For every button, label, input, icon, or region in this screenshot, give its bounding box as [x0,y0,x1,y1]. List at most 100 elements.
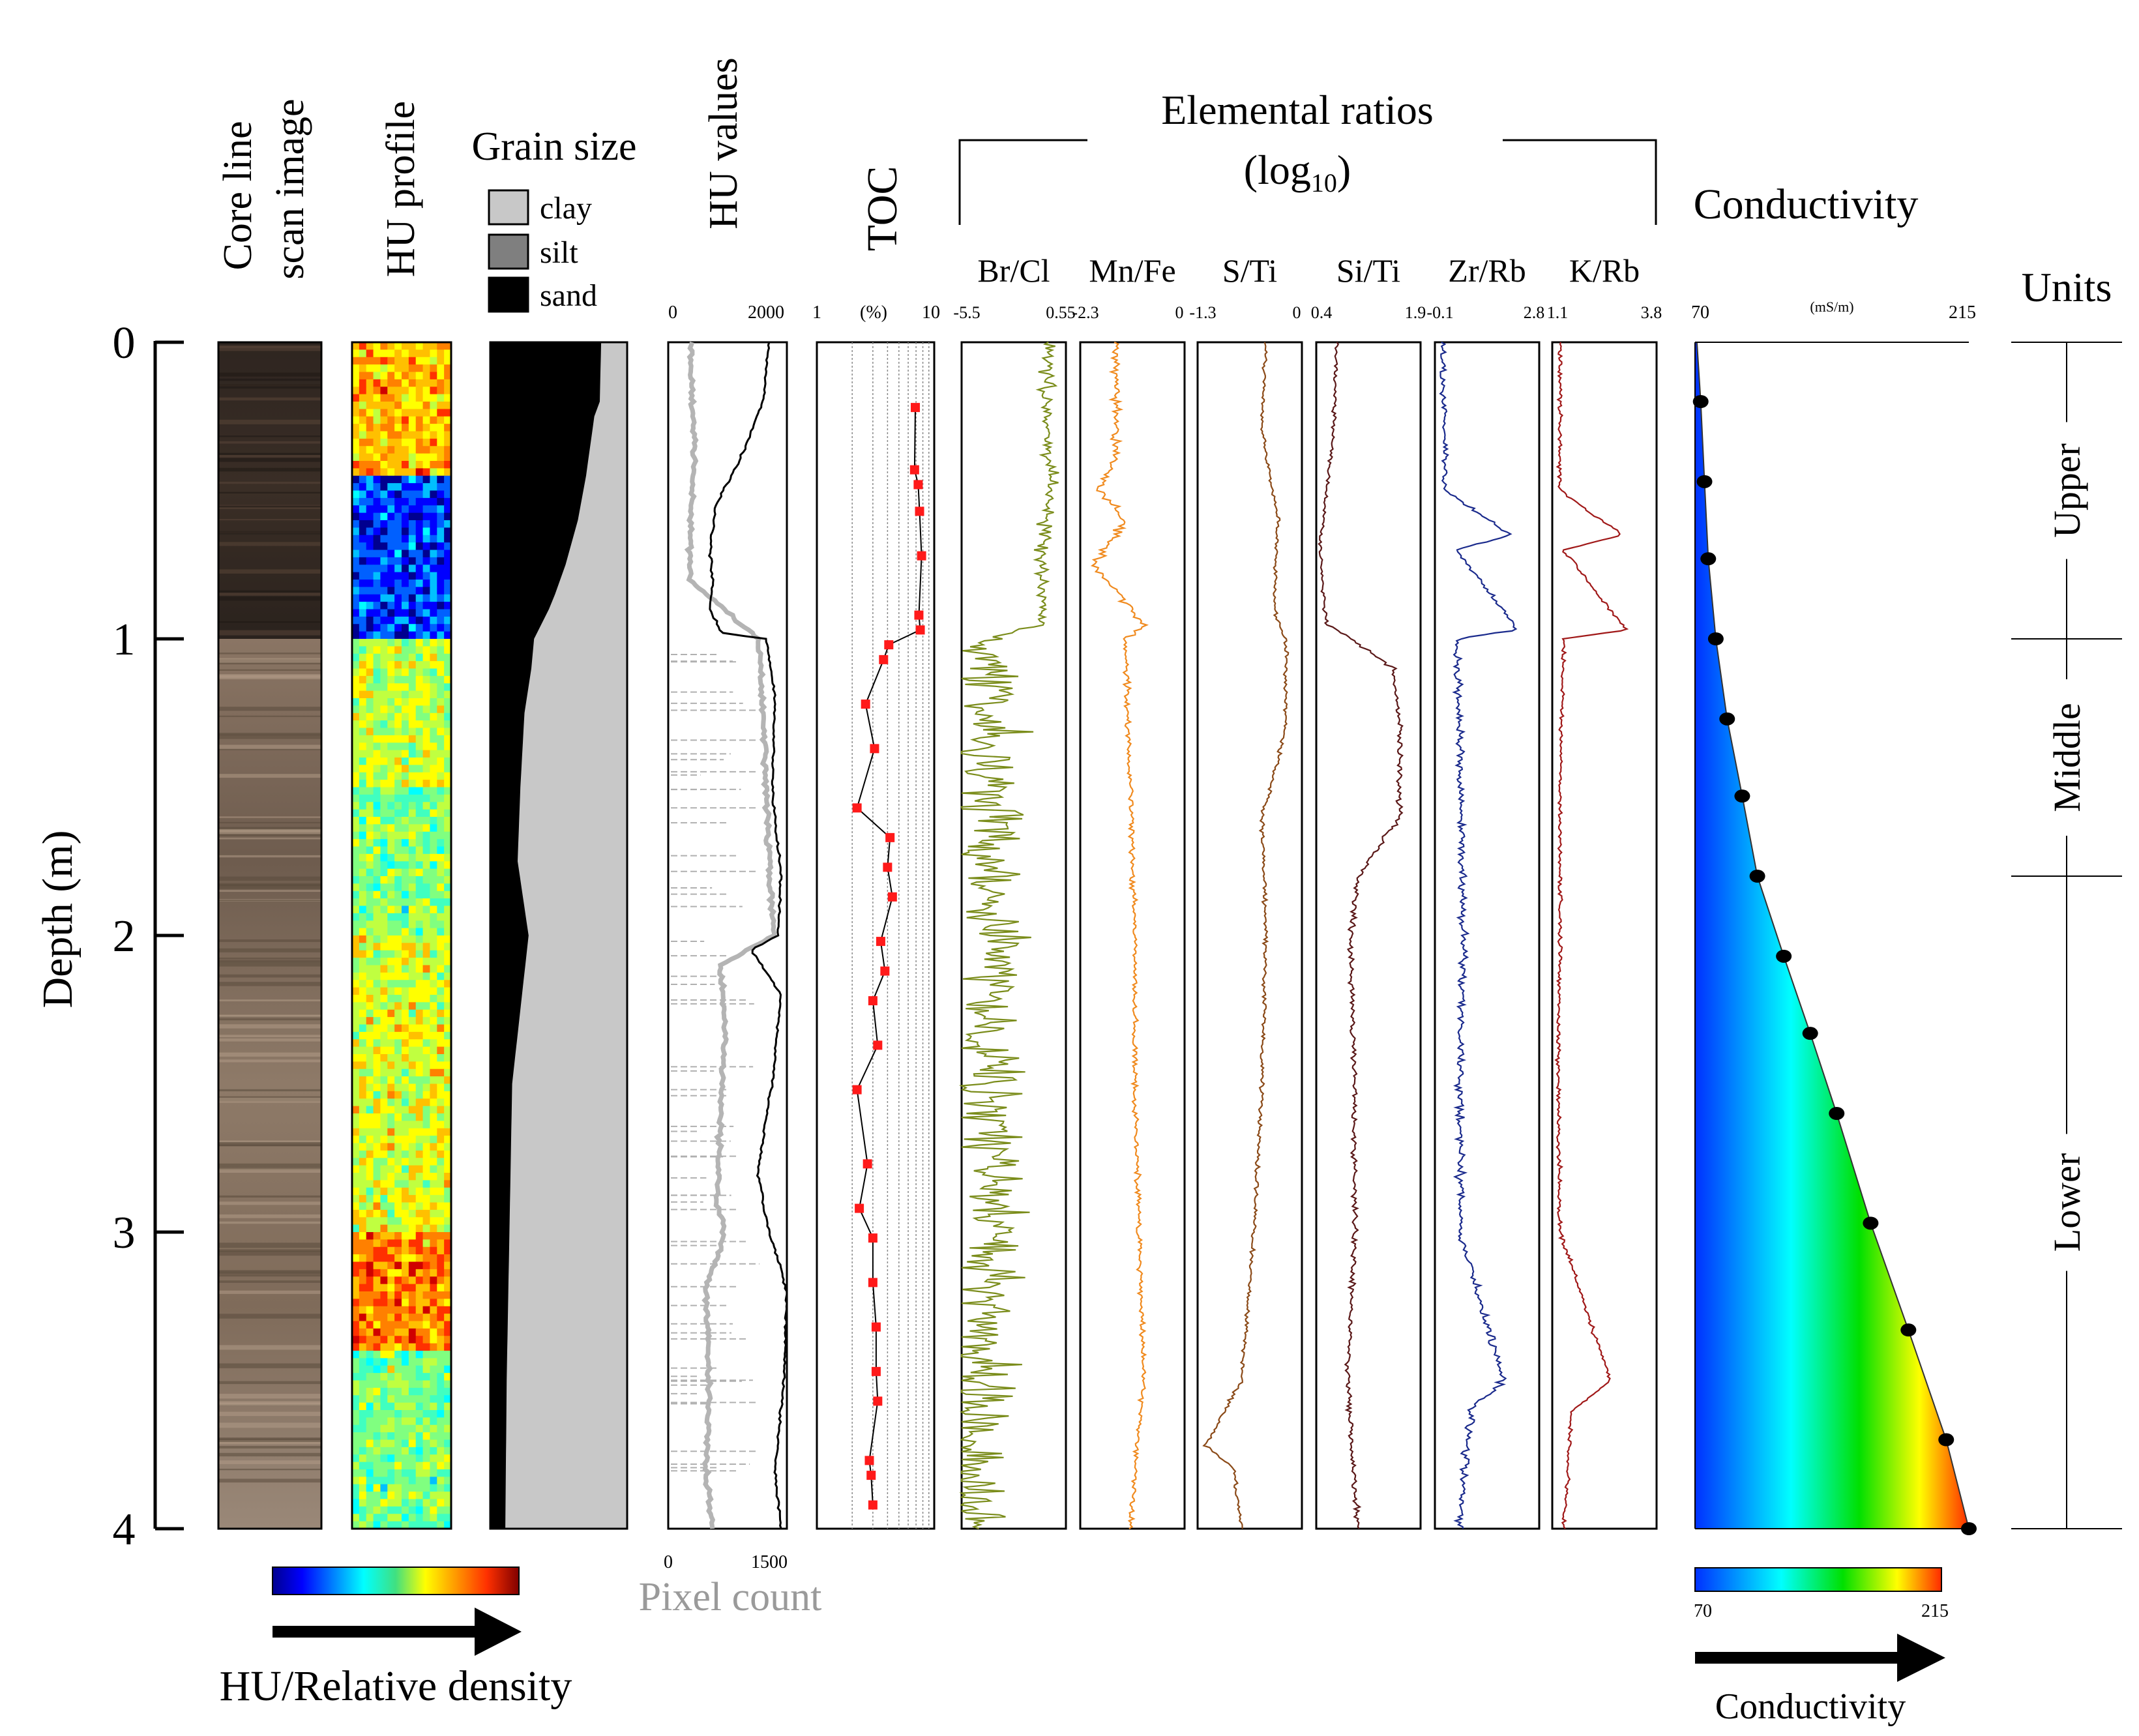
hu-pixel [408,1224,417,1233]
conductivity-point [1700,552,1717,566]
hu-pixel [359,1484,367,1492]
hu-pixel [402,1150,409,1158]
hu-pixel [430,1180,437,1188]
cond-colorbar-max: 215 [1921,1601,1949,1621]
hu-pixel [444,1447,452,1455]
hu-pixel [422,416,431,424]
hu-pixel [402,853,409,862]
hu-pixel [352,542,360,551]
hu-pixel [402,1358,409,1366]
hu-pixel [380,713,388,721]
hu-pixel [380,965,388,973]
hu-pixel [387,1254,395,1263]
hu-pixel [387,616,395,625]
hu-pixel [408,698,417,706]
hu-pixel [437,475,445,484]
hu-pixel [366,720,374,729]
hu-pixel [366,1031,374,1040]
track-title: Br/Cl [977,252,1050,289]
hu-pixel [415,409,424,417]
hu-pixel [444,809,452,817]
hu-pixel [387,1351,395,1359]
hu-pixel [373,1187,381,1196]
hu-pixel [373,624,381,632]
hu-pixel [380,505,388,514]
hu-pixel [430,505,437,514]
hu-pixel [422,653,431,662]
hu-pixel [430,958,437,966]
hu-pixel [366,1173,374,1181]
hu-pixel [444,668,452,677]
hu-pixel [366,735,374,743]
hu-pixel [373,342,381,350]
hu-pixel [380,490,388,499]
hu-pixel [359,995,367,1003]
hu-pixel [422,1017,431,1025]
hu-pixel [437,1091,445,1099]
hu-pixel [402,1202,409,1211]
hu-pixel [366,920,374,929]
hu-pixel [352,1477,360,1485]
hu-pixel [430,1261,437,1270]
hu-pixel [387,342,395,350]
hu-pixel [437,402,445,409]
core-layer-streak [218,593,321,596]
core-layer-streak [218,384,321,389]
hu-pixel [422,728,431,736]
hu-pixel [394,758,402,765]
hu-pixel [408,675,417,684]
hu-pixel [366,431,374,439]
hu-pixel [366,1121,374,1129]
hu-pixel [352,594,360,602]
hu-pixel [380,1209,388,1218]
hu-pixel [422,1284,431,1292]
hu-pixel [373,1284,381,1292]
hu-pixel [444,424,452,432]
hu-pixel [387,1187,395,1196]
hu-pixel [366,497,374,506]
hu-pixel [366,1098,374,1107]
hu-pixel [430,1217,437,1226]
hu-pixel [430,431,437,439]
hu-pixel [408,1017,417,1025]
hu-pixel [422,831,431,840]
hu-pixel [430,735,437,743]
hu-pixel [402,920,409,929]
hu-pixel [352,1521,360,1529]
core-layer-streak [218,1468,321,1471]
hu-pixel [387,1417,395,1426]
hu-pixel [387,1091,395,1099]
core-layer-streak [218,1195,321,1198]
hu-pixel [437,935,445,943]
hu-pixel [380,461,388,469]
hu-pixel [352,913,360,921]
hu-pixel [402,497,409,506]
hu-pixel [352,1239,360,1248]
hu-pixel [402,1395,409,1404]
hu-pixel [387,1454,395,1463]
hu-pixel [380,1299,388,1307]
hu-pixel [359,1039,367,1048]
core-layer-streak [218,982,321,986]
hu-bottom-tick-0: 0 [664,1552,673,1572]
hu-pixel [373,1017,381,1025]
hu-pixel [437,1136,445,1144]
hu-pixel [444,1209,452,1218]
hu-pixel [430,527,437,536]
hu-pixel [373,424,381,432]
hu-pixel [437,1432,445,1441]
hu-pixel [394,1306,402,1314]
hu-pixel [394,587,402,595]
hu-pixel [387,1054,395,1062]
hu-pixel [437,416,445,424]
hu-pixel [373,735,381,743]
hu-pixel [373,1217,381,1226]
hu-pixel [380,431,388,439]
hu-pixel [437,527,445,536]
cond-tick-215: 215 [1949,302,1976,323]
hu-pixel [387,890,395,899]
hu-pixel [380,1046,388,1055]
core-layer-streak [218,669,321,671]
hu-pixel [415,1076,424,1085]
hu-pixel [380,1276,388,1285]
